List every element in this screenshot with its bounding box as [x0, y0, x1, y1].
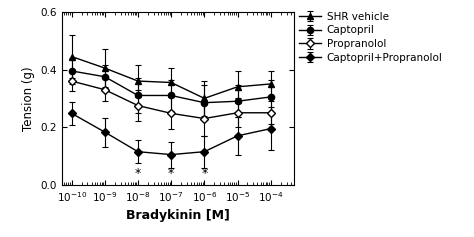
Text: *: * [168, 167, 174, 180]
Text: *: * [201, 167, 208, 180]
X-axis label: Bradykinin [M]: Bradykinin [M] [126, 209, 230, 222]
Text: *: * [135, 167, 141, 180]
Y-axis label: Tension (g): Tension (g) [22, 66, 35, 131]
Legend: SHR vehicle, Captopril, Propranolol, Captopril+Propranolol: SHR vehicle, Captopril, Propranolol, Cap… [299, 12, 443, 63]
